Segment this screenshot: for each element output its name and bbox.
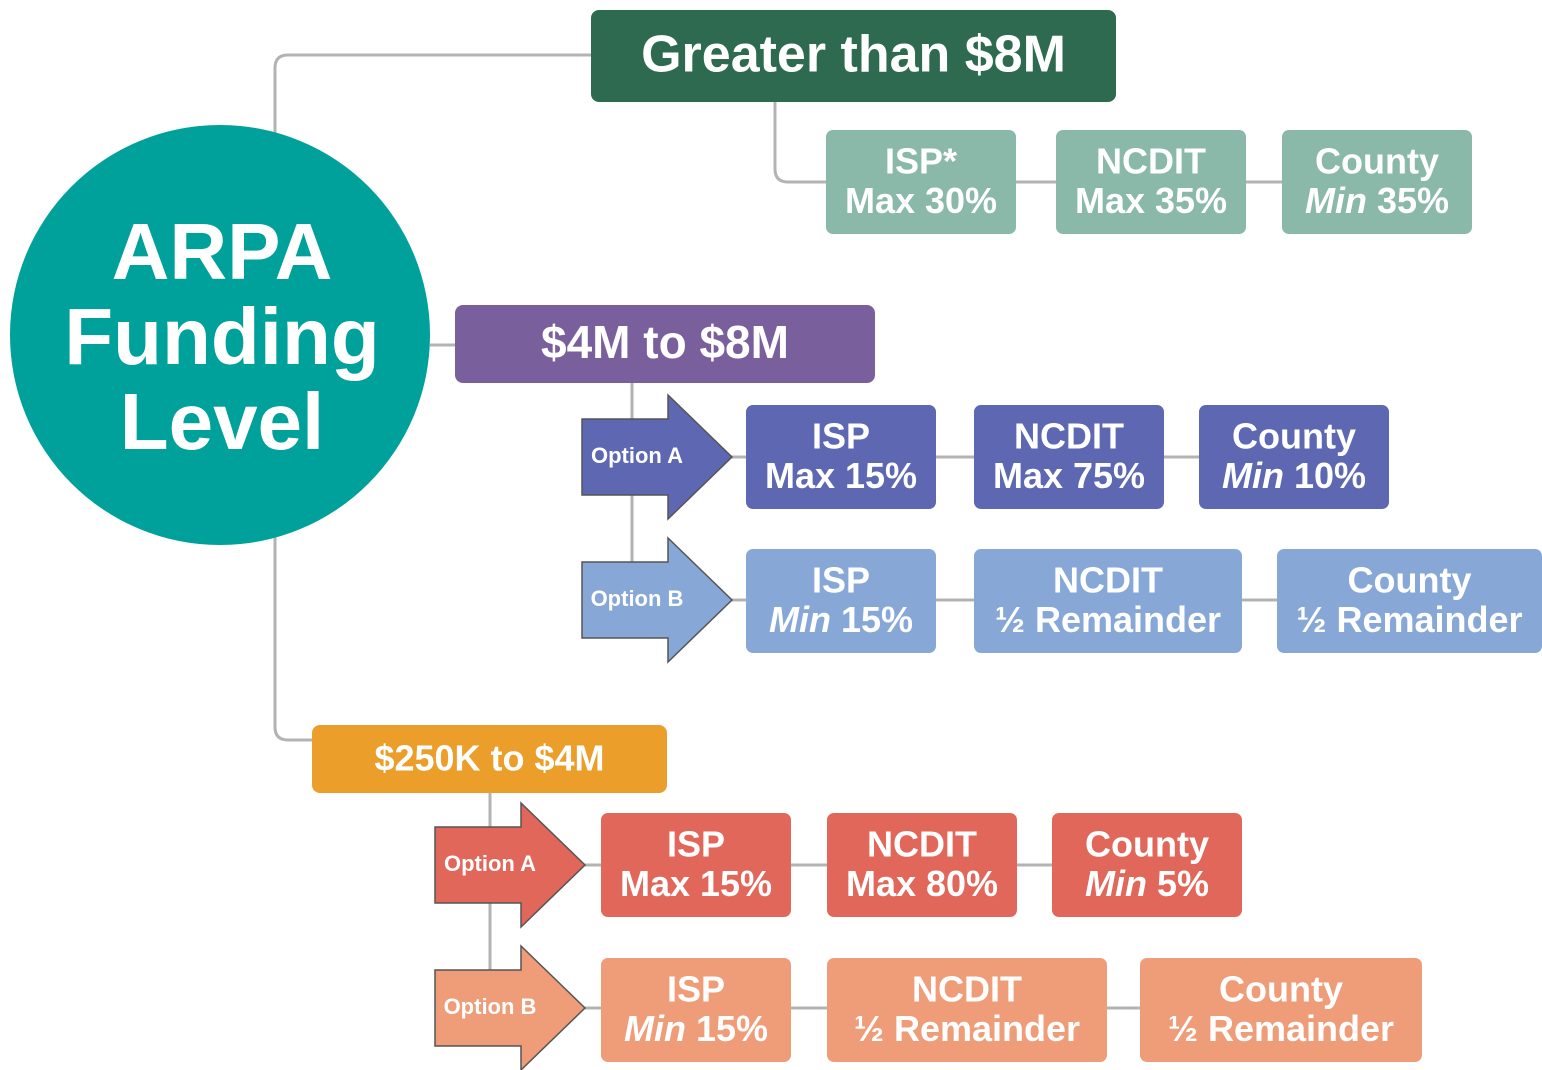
tier-label: Greater than $8M: [641, 26, 1066, 84]
center-circle: [10, 125, 430, 545]
option-arrow: [434, 944, 587, 1070]
allocation-party: NCDIT: [1053, 560, 1163, 601]
center-text: ARPA: [112, 207, 333, 296]
allocation-box: [974, 405, 1164, 509]
allocation-party: County: [1085, 824, 1209, 865]
detail-part: ½ Remainder: [1168, 1008, 1394, 1049]
center-text: Level: [120, 377, 325, 466]
allocation-party: County: [1232, 416, 1356, 457]
allocation-box: [974, 549, 1242, 653]
detail-part: 35%: [1377, 180, 1449, 221]
detail-part: 10%: [1294, 455, 1366, 496]
option-arrow: [434, 801, 587, 929]
allocation-box: [826, 130, 1016, 234]
detail-part: Max 15%: [620, 863, 772, 904]
allocation-box: [1277, 549, 1542, 653]
option-label: Option A: [591, 443, 683, 468]
allocation-detail: Max 35%: [1075, 180, 1227, 221]
allocation-party: County: [1348, 560, 1472, 601]
allocation-party: NCDIT: [1096, 141, 1206, 182]
allocation-party: ISP: [667, 969, 725, 1010]
option-arrow: [581, 536, 734, 664]
detail-part: Max 15%: [765, 455, 917, 496]
detail-part: Max 80%: [846, 863, 998, 904]
allocation-detail: Min 15%: [624, 1008, 768, 1049]
detail-part: Min: [1085, 863, 1147, 904]
allocation-detail: ½ Remainder: [1168, 1008, 1394, 1049]
allocation-party: NCDIT: [867, 824, 977, 865]
connector: [273, 53, 591, 140]
allocation-box: [1056, 130, 1246, 234]
allocation-detail: Min 15%: [769, 599, 913, 640]
allocation-party: ISP: [812, 416, 870, 457]
detail-part: Min: [1305, 180, 1367, 221]
detail-part: ½ Remainder: [995, 599, 1221, 640]
allocation-detail: Max 80%: [846, 863, 998, 904]
allocation-party: ISP*: [885, 141, 957, 182]
allocation-party: ISP: [812, 560, 870, 601]
allocation-party: ISP: [667, 824, 725, 865]
tier-header: [455, 305, 875, 383]
option-arrow: [581, 393, 734, 521]
detail-part: ½ Remainder: [1296, 599, 1522, 640]
allocation-box: [1282, 130, 1472, 234]
allocation-box: [827, 958, 1107, 1062]
detail-part: Min: [1222, 455, 1284, 496]
allocation-box: [746, 549, 936, 653]
detail-part: ½ Remainder: [854, 1008, 1080, 1049]
detail-part: Max 75%: [993, 455, 1145, 496]
connector: [273, 530, 312, 742]
allocation-detail: ½ Remainder: [854, 1008, 1080, 1049]
detail-part: Max 30%: [845, 180, 997, 221]
allocation-party: County: [1219, 969, 1343, 1010]
allocation-box: [1140, 958, 1422, 1062]
allocation-box: [827, 813, 1017, 917]
allocation-detail: Min 10%: [1222, 455, 1366, 496]
allocation-detail: Min 35%: [1305, 180, 1449, 221]
allocation-detail: Max 30%: [845, 180, 997, 221]
detail-part: Min: [624, 1008, 686, 1049]
allocation-detail: Max 15%: [765, 455, 917, 496]
allocation-party: County: [1315, 141, 1439, 182]
allocation-detail: Max 75%: [993, 455, 1145, 496]
tier-label: $250K to $4M: [374, 738, 604, 779]
allocation-box: [601, 958, 791, 1062]
detail-part: 5%: [1157, 863, 1209, 904]
allocation-box: [746, 405, 936, 509]
allocation-party: NCDIT: [912, 969, 1022, 1010]
option-label: Option B: [591, 586, 684, 611]
tier-header: [591, 10, 1116, 102]
allocation-box: [1052, 813, 1242, 917]
detail-part: 15%: [696, 1008, 768, 1049]
allocation-detail: ½ Remainder: [1296, 599, 1522, 640]
allocation-detail: ½ Remainder: [995, 599, 1221, 640]
tier-header: [312, 725, 667, 793]
detail-part: 15%: [841, 599, 913, 640]
allocation-detail: Min 5%: [1085, 863, 1209, 904]
tier-label: $4M to $8M: [541, 316, 789, 368]
allocation-box: [601, 813, 791, 917]
detail-part: Min: [769, 599, 831, 640]
detail-part: Max 35%: [1075, 180, 1227, 221]
center-text: Funding: [64, 292, 379, 381]
allocation-detail: Max 15%: [620, 863, 772, 904]
option-label: Option B: [444, 994, 537, 1019]
allocation-box: [1199, 405, 1389, 509]
allocation-party: NCDIT: [1014, 416, 1124, 457]
option-label: Option A: [444, 851, 536, 876]
connector: [773, 102, 1282, 184]
